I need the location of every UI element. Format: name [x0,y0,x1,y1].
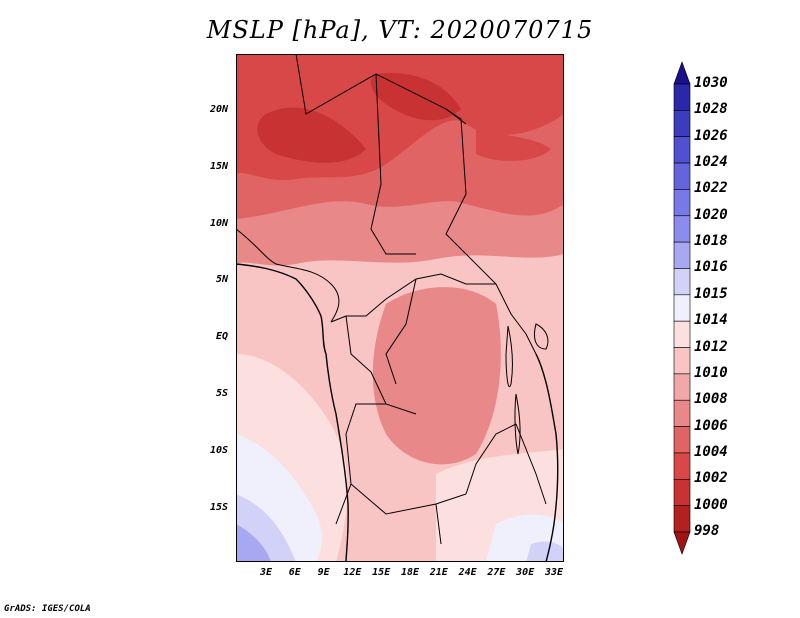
pressure-core-1000-west [257,107,366,163]
colorbar-level-label: 1020 [694,206,728,223]
colorbar-swatch [673,294,691,322]
latitude-label: 5N [215,274,228,286]
colorbar-level-label: 1002 [694,470,728,487]
pressure-band-1016 [236,524,271,562]
latitude-label: 15N [209,160,228,172]
map-frame [236,54,564,562]
longitude-label: 6E [288,567,301,578]
pressure-colorbar [673,61,691,555]
colorbar-level-label: 1015 [694,285,728,302]
colorbar-swatch [673,478,691,506]
footer-credit: GrADS: IGES/COLA [4,604,91,614]
colorbar-level-label: 1014 [694,312,728,329]
longitude-label: 9E [317,567,330,578]
lake-victoria [533,323,549,350]
longitude-label: 3E [259,567,273,578]
colorbar-swatch [673,426,691,454]
colorbar-swatch [673,162,691,190]
colorbar-level-label: 1030 [694,75,728,91]
pressure-band-1015-southeast [526,541,564,562]
colorbar-swatch [673,399,691,427]
colorbar-swatch [673,136,691,164]
latitude-label: 10S [209,444,228,456]
colorbar-level-label: 1024 [694,154,728,171]
longitude-label: 12E [343,567,362,578]
colorbar-swatch [673,373,691,401]
colorbar-swatch [673,452,691,480]
colorbar-level-label: 998 [694,523,720,539]
colorbar-level-label: 1022 [694,180,728,197]
pressure-core-1002-east [476,124,551,161]
colorbar-swatch [673,347,691,375]
colorbar-level-label: 1006 [694,417,728,434]
colorbar-swatch [673,241,691,269]
longitude-label: 33E [544,567,564,578]
colorbar-level-label: 1010 [694,364,728,381]
colorbar-level-label: 1028 [694,101,728,118]
colorbar-swatch [673,320,691,348]
colorbar-swatch [673,189,691,217]
colorbar-level-label: 1008 [694,391,728,408]
pressure-core-1000-north [370,73,461,121]
lake-tanganyika [505,325,513,387]
latitude-label: 10N [209,217,228,229]
map-panel [236,54,564,562]
latitude-label: 5S [215,388,228,399]
longitude-label: 21E [429,567,448,578]
colorbar-swatch [673,110,691,138]
colorbar-level-label: 1012 [694,338,728,355]
colorbar-swatch [673,505,691,533]
colorbar-swatch [673,215,691,243]
pressure-band-1006-congo [372,287,501,465]
longitude-label: 24E [458,567,477,578]
colorbar-swatch [673,83,691,111]
colorbar-bottom-triangle [673,531,691,555]
colorbar-level-label: 1004 [694,443,728,460]
colorbar-level-label: 1000 [694,496,728,513]
longitude-label: 27E [487,567,506,578]
colorbar-level-label: 1018 [694,233,728,250]
latitude-label: EQ [215,331,228,343]
colorbar-top-triangle [673,61,691,85]
longitude-label: 15E [372,567,391,578]
pressure-field-map [236,54,564,562]
latitude-label: 15S [209,501,228,513]
country-borders [236,54,547,545]
latitude-label: 20N [209,104,228,115]
longitude-label: 30E [516,567,535,578]
map-title: MSLP [hPa], VT: 2020070715 [206,16,594,44]
colorbar-level-label: 1016 [694,259,728,276]
lake-malawi [514,393,521,455]
coastline [236,263,559,562]
longitude-label: 18E [400,567,420,578]
colorbar-level-label: 1026 [694,127,728,144]
colorbar-swatch [673,268,691,296]
